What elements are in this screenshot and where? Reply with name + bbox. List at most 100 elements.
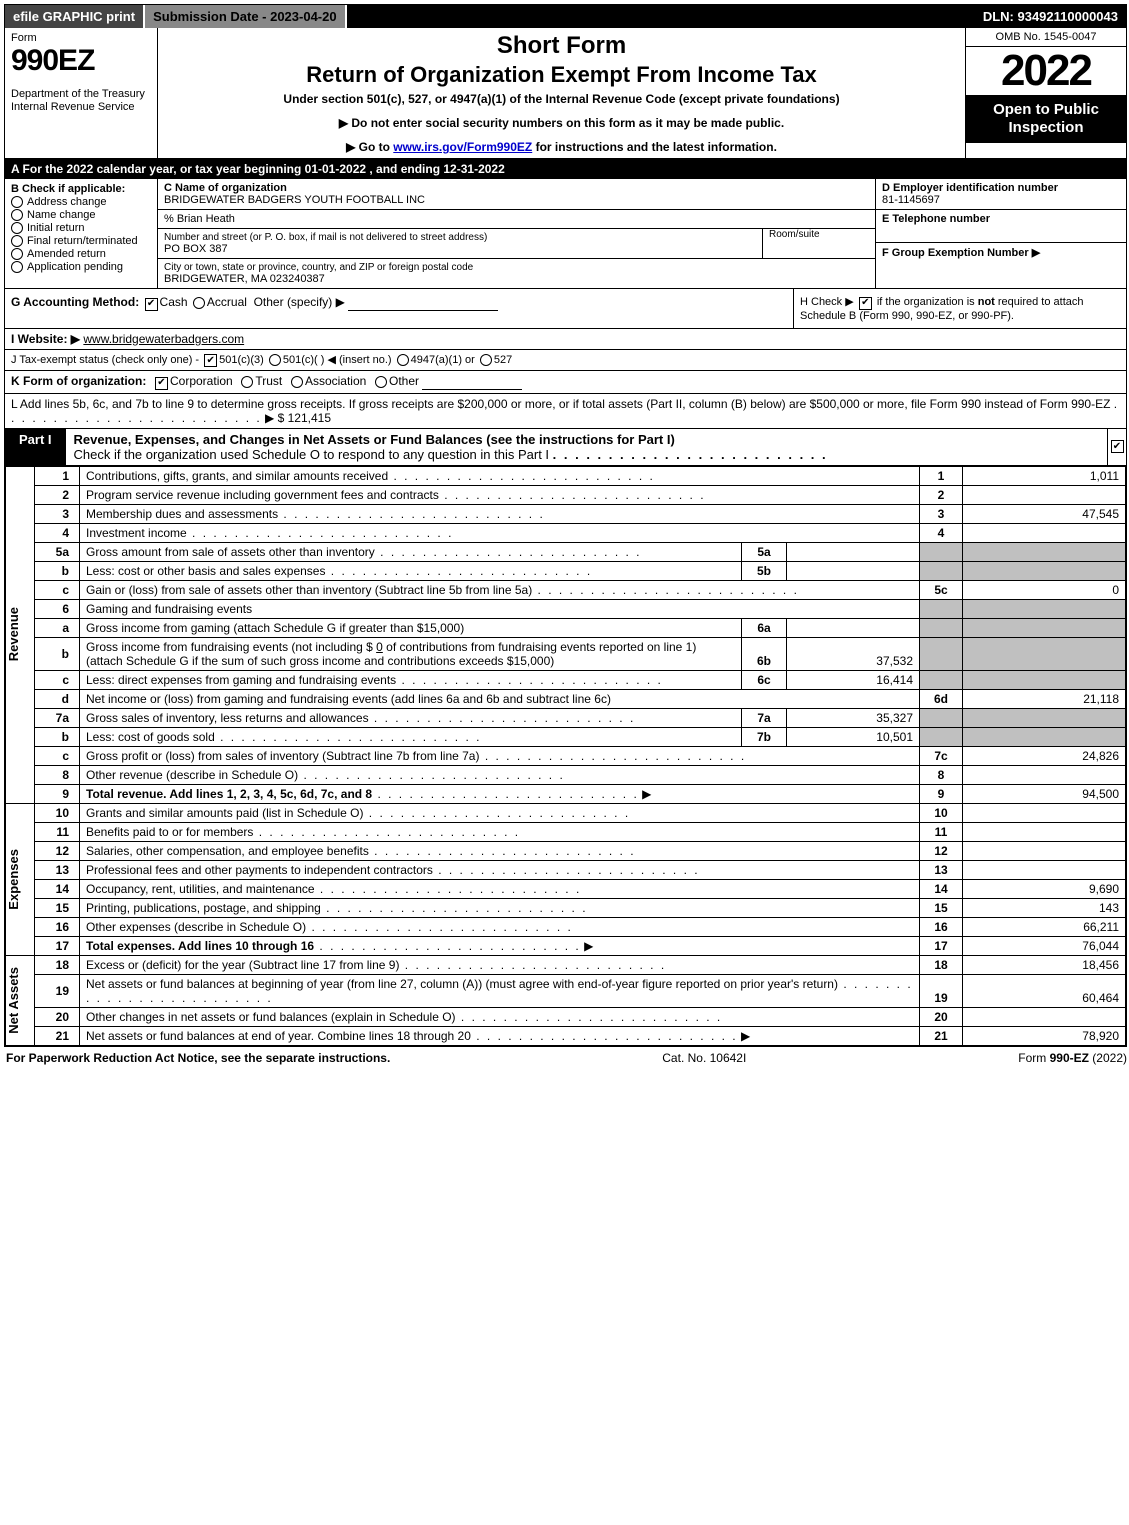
line-14: 14 Occupancy, rent, utilities, and maint… bbox=[6, 879, 1126, 898]
cb-final-return[interactable]: Final return/terminated bbox=[11, 235, 151, 247]
cb-501c3[interactable]: ✔ bbox=[204, 354, 217, 367]
inner-line-value: 35,327 bbox=[787, 708, 920, 727]
line-desc: Other revenue (describe in Schedule O) bbox=[80, 765, 920, 784]
cb-527[interactable] bbox=[480, 354, 492, 366]
inner-line-ref: 7b bbox=[742, 727, 787, 746]
inner-line-value: 10,501 bbox=[787, 727, 920, 746]
section-e: E Telephone number bbox=[876, 210, 1126, 243]
cb-trust[interactable] bbox=[241, 376, 253, 388]
cb-amended-return[interactable]: Amended return bbox=[11, 248, 151, 260]
section-l: L Add lines 5b, 6c, and 7b to line 9 to … bbox=[5, 394, 1126, 429]
line-value bbox=[963, 803, 1126, 822]
line-ref: 14 bbox=[920, 879, 963, 898]
omb-number: OMB No. 1545-0047 bbox=[966, 28, 1126, 47]
line-desc: Contributions, gifts, grants, and simila… bbox=[80, 466, 920, 485]
open-to-public: Open to Public Inspection bbox=[966, 95, 1126, 143]
grey-cell bbox=[920, 727, 963, 746]
cb-name-change[interactable]: Name change bbox=[11, 209, 151, 221]
section-b: B Check if applicable: Address change Na… bbox=[5, 179, 158, 288]
section-f: F Group Exemption Number ▶ bbox=[876, 243, 1126, 276]
cb-address-change[interactable]: Address change bbox=[11, 196, 151, 208]
cb-corporation[interactable]: ✔ bbox=[155, 377, 168, 390]
line-desc: Other expenses (describe in Schedule O) bbox=[80, 917, 920, 936]
line-num: 11 bbox=[35, 822, 80, 841]
line-value bbox=[963, 1007, 1126, 1026]
c-name-label: C Name of organization bbox=[164, 182, 869, 194]
line-num: 2 bbox=[35, 485, 80, 504]
part1-table: Revenue 1 Contributions, gifts, grants, … bbox=[5, 466, 1126, 1046]
cb-accrual[interactable] bbox=[193, 297, 205, 309]
line-7c: c Gross profit or (loss) from sales of i… bbox=[6, 746, 1126, 765]
form-word: Form bbox=[11, 32, 151, 44]
cb-application-pending[interactable]: Application pending bbox=[11, 261, 151, 273]
efile-print-label[interactable]: efile GRAPHIC print bbox=[5, 5, 145, 28]
line-num: c bbox=[35, 580, 80, 599]
other-org-input[interactable] bbox=[422, 377, 522, 390]
cb-initial-return[interactable]: Initial return bbox=[11, 222, 151, 234]
goto-suffix: for instructions and the latest informat… bbox=[532, 140, 777, 154]
section-h: H Check ▶ ✔ if the organization is not r… bbox=[793, 289, 1126, 328]
line-19: 19 Net assets or fund balances at beginn… bbox=[6, 974, 1126, 1007]
cb-other-org[interactable] bbox=[375, 376, 387, 388]
goto-prefix: ▶ Go to bbox=[346, 140, 393, 154]
city-label: City or town, state or province, country… bbox=[164, 262, 869, 273]
line-value bbox=[963, 523, 1126, 542]
line-13: 13 Professional fees and other payments … bbox=[6, 860, 1126, 879]
cb-schedule-b[interactable]: ✔ bbox=[859, 297, 872, 310]
line-desc: Benefits paid to or for members bbox=[80, 822, 920, 841]
main-title: Return of Organization Exempt From Incom… bbox=[164, 62, 959, 88]
line-value: 24,826 bbox=[963, 746, 1126, 765]
dln-label: DLN: 93492110000043 bbox=[975, 5, 1126, 28]
radio-icon bbox=[11, 248, 23, 260]
top-bar-spacer bbox=[347, 5, 975, 28]
line-ref: 4 bbox=[920, 523, 963, 542]
line-5b: b Less: cost or other basis and sales ex… bbox=[6, 561, 1126, 580]
line-18: Net Assets 18 Excess or (deficit) for th… bbox=[6, 955, 1126, 974]
section-k: K Form of organization: ✔Corporation Tru… bbox=[5, 371, 1126, 394]
website-link[interactable]: www.bridgewaterbadgers.com bbox=[83, 332, 244, 346]
line-17: 17 Total expenses. Add lines 10 through … bbox=[6, 936, 1126, 955]
grey-cell bbox=[963, 670, 1126, 689]
irs-link[interactable]: www.irs.gov/Form990EZ bbox=[393, 140, 532, 154]
inner-line-ref: 6b bbox=[742, 637, 787, 670]
line-ref: 5c bbox=[920, 580, 963, 599]
line-21: 21 Net assets or fund balances at end of… bbox=[6, 1026, 1126, 1045]
line-5c: c Gain or (loss) from sale of assets oth… bbox=[6, 580, 1126, 599]
d-label: D Employer identification number bbox=[882, 182, 1120, 194]
cb-cash[interactable]: ✔ bbox=[145, 298, 158, 311]
g-accrual: Accrual bbox=[207, 295, 247, 309]
line-num: 21 bbox=[35, 1026, 80, 1045]
l-text: L Add lines 5b, 6c, and 7b to line 9 to … bbox=[11, 397, 1110, 411]
j-prefix: J Tax-exempt status (check only one) - bbox=[11, 354, 202, 366]
header-center: Short Form Return of Organization Exempt… bbox=[158, 28, 965, 158]
line-num: 19 bbox=[35, 974, 80, 1007]
cb-4947[interactable] bbox=[397, 354, 409, 366]
line-value bbox=[963, 822, 1126, 841]
inner-line-value bbox=[787, 618, 920, 637]
treasury-dept: Department of the Treasury Internal Reve… bbox=[11, 88, 151, 113]
g-label: G Accounting Method: bbox=[11, 295, 139, 309]
other-specify-input[interactable] bbox=[348, 298, 498, 311]
line-desc: Printing, publications, postage, and shi… bbox=[80, 898, 920, 917]
line-4: 4 Investment income 4 bbox=[6, 523, 1126, 542]
inner-line-ref: 7a bbox=[742, 708, 787, 727]
line-9: 9 Total revenue. Add lines 1, 2, 3, 4, 5… bbox=[6, 784, 1126, 803]
cb-association[interactable] bbox=[291, 376, 303, 388]
schedule-o-checkbox[interactable]: ✔ bbox=[1107, 429, 1126, 465]
line-num: 13 bbox=[35, 860, 80, 879]
header-left: Form 990EZ Department of the Treasury In… bbox=[5, 28, 158, 158]
part1-sub: Check if the organization used Schedule … bbox=[74, 447, 550, 462]
line-desc: Gain or (loss) from sale of assets other… bbox=[80, 580, 920, 599]
k-trust: Trust bbox=[255, 374, 282, 388]
grey-cell bbox=[920, 708, 963, 727]
line-5a: 5a Gross amount from sale of assets othe… bbox=[6, 542, 1126, 561]
e-label: E Telephone number bbox=[882, 213, 1120, 225]
short-form-title: Short Form bbox=[164, 32, 959, 60]
line-6b: b Gross income from fundraising events (… bbox=[6, 637, 1126, 670]
cb-501c[interactable] bbox=[269, 354, 281, 366]
section-def: D Employer identification number 81-1145… bbox=[875, 179, 1126, 288]
line-num: 10 bbox=[35, 803, 80, 822]
street-label: Number and street (or P. O. box, if mail… bbox=[164, 232, 756, 243]
radio-icon bbox=[11, 196, 23, 208]
line-value bbox=[963, 841, 1126, 860]
